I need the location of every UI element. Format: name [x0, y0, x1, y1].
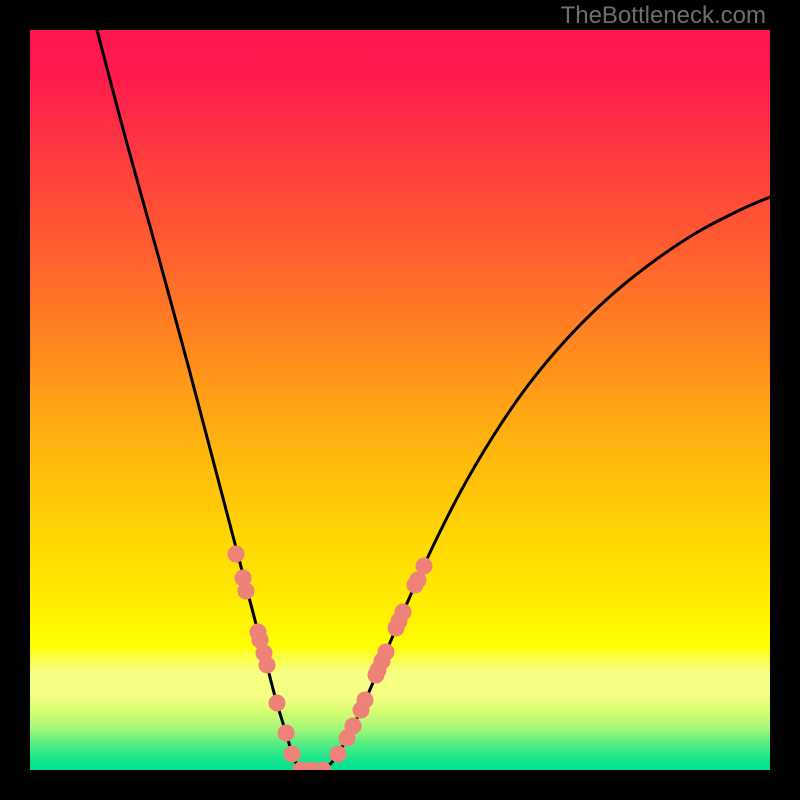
data-marker [278, 725, 294, 741]
data-marker [284, 746, 300, 762]
watermark-text: TheBottleneck.com [561, 2, 766, 30]
chart-frame: TheBottleneck.com [0, 0, 800, 800]
curve-right-branch [323, 197, 770, 770]
data-marker [259, 657, 275, 673]
data-marker [330, 746, 346, 762]
curve-layer [30, 30, 770, 770]
data-marker [238, 583, 254, 599]
data-marker [395, 604, 411, 620]
data-marker [357, 692, 373, 708]
data-marker [416, 558, 432, 574]
plot-area [30, 30, 770, 770]
data-marker [315, 762, 331, 770]
data-marker [228, 546, 244, 562]
data-marker [269, 695, 285, 711]
data-marker [345, 718, 361, 734]
data-marker [378, 644, 394, 660]
marker-group [228, 546, 432, 770]
